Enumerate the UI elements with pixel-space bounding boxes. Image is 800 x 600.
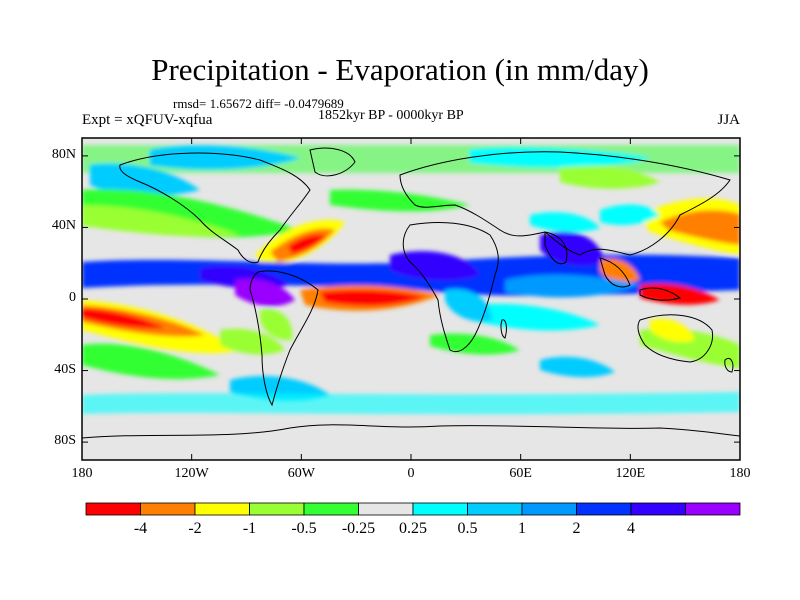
coast-australia	[637, 314, 714, 363]
field-patch	[540, 231, 605, 266]
field-patch	[650, 318, 695, 342]
colorbar-label: -0.5	[291, 520, 317, 537]
coast-madagascar	[500, 319, 507, 339]
field-patch	[390, 251, 480, 281]
colorbar-swatch	[85, 502, 141, 516]
colorbar-swatch	[358, 502, 414, 516]
colorbar-label: 1	[518, 520, 526, 537]
field-patch	[90, 164, 200, 196]
coast-antarctica	[82, 424, 740, 439]
x-tick-label: 120E	[615, 466, 646, 481]
rmsd-diff-stats: rmsd= 1.65672 diff= -0.0479689	[173, 96, 344, 111]
coast-eurasia	[399, 151, 731, 256]
field-patch	[82, 343, 220, 380]
colorbar-swatch	[630, 502, 686, 516]
colorbar-label: -1	[242, 520, 257, 537]
colorbar-swatch	[521, 502, 577, 516]
field-patch	[82, 392, 740, 415]
coast-north-america	[119, 152, 311, 264]
field-patch	[470, 303, 600, 331]
season-label: JJA	[717, 112, 740, 128]
x-tick-label: 60W	[287, 466, 315, 481]
colorbar-label: 4	[627, 520, 635, 537]
colorbar-swatch	[576, 502, 632, 516]
field-patch	[600, 258, 640, 283]
field-patch	[260, 309, 293, 341]
colorbar	[85, 502, 741, 516]
colorbar-swatch	[249, 502, 305, 516]
colorbar-swatch	[140, 502, 196, 516]
field-patch	[505, 274, 640, 298]
x-tick-label: 60E	[509, 466, 532, 481]
coast-indian-subcontinent	[544, 231, 568, 265]
x-tick-label: 180	[729, 466, 751, 481]
colorbar-label: -4	[133, 520, 148, 537]
field-patch	[560, 165, 660, 189]
precip-field	[82, 145, 740, 439]
field-patch	[82, 205, 240, 237]
field-patch	[82, 308, 165, 329]
y-tick-label: 40N	[51, 218, 76, 234]
field-patch	[330, 189, 470, 212]
field-patch	[600, 204, 660, 226]
colorbar-swatch	[194, 502, 250, 516]
map-title: Precipitation - Evaporation (in mm/day)	[151, 52, 649, 87]
experiment-label: Expt = xQFUV-xqfua	[82, 112, 213, 128]
coast-africa	[402, 221, 499, 353]
coast-greenland	[309, 147, 356, 177]
field-patch	[445, 288, 492, 322]
coast-south-america	[249, 270, 319, 407]
y-tick-label: 80S	[54, 433, 76, 449]
field-patch	[288, 234, 326, 254]
y-tick-label: 80N	[51, 146, 76, 162]
field-patch	[220, 328, 285, 355]
colorbar-label: -2	[188, 520, 202, 537]
colorbar-swatch	[412, 502, 468, 516]
coast-southeast-asia	[599, 257, 682, 301]
colorbar-label: 0.25	[399, 520, 427, 537]
coastlines	[82, 147, 740, 439]
field-patch	[530, 212, 600, 232]
field-patch	[150, 145, 300, 170]
x-tick-label: 0	[407, 466, 415, 481]
colorbar-swatch	[303, 502, 359, 516]
x-tick-label: 180	[71, 466, 93, 481]
y-tick-label: 0	[69, 290, 76, 305]
period-label: 1852kyr BP - 0000kyr BP	[318, 108, 464, 123]
x-tick-label: 120W	[174, 466, 209, 481]
colorbar-label: 2	[572, 520, 581, 537]
field-patch	[430, 333, 520, 355]
colorbar-label: 0.5	[457, 520, 478, 537]
field-patch	[320, 289, 425, 306]
field-patch	[660, 210, 740, 245]
field-patch	[540, 356, 615, 378]
colorbar-swatch	[467, 502, 523, 516]
y-tick-label: 40S	[54, 361, 76, 377]
colorbar-swatch	[685, 502, 741, 516]
colorbar-label: -0.25	[341, 520, 376, 537]
coast-new-zealand	[724, 357, 734, 373]
axis-ticks	[81, 138, 741, 460]
